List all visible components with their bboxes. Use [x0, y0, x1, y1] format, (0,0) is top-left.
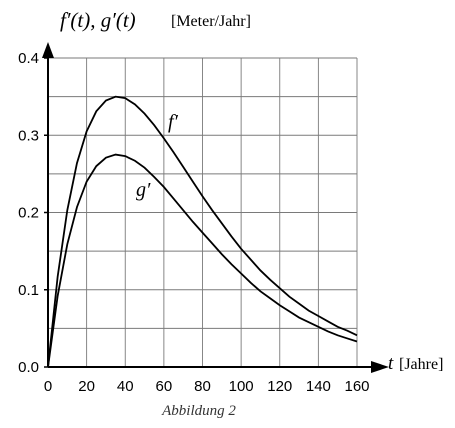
grid [48, 57, 358, 367]
tick-labels: 0 20 40 60 80 100 120 140 160 0.0 0.1 0.2 0.3 0.4 [18, 50, 369, 395]
y-tick-label: 0.2 [18, 205, 39, 222]
x-tick-label: 40 [117, 378, 134, 395]
y-axis-label: f′(t), g′(t) [60, 8, 136, 32]
y-tick-label: 0.3 [18, 127, 39, 144]
axes [42, 42, 389, 373]
series-layer: f′ g′ [47, 95, 358, 368]
x-tick-label: 100 [229, 378, 254, 395]
y-tick-label: 0.0 [18, 359, 39, 376]
series-line-f-prime [47, 95, 358, 368]
x-tick-label: 0 [44, 378, 52, 395]
y-axis-unit: [Meter/Jahr] [171, 13, 251, 30]
series-line-g-prime [47, 153, 358, 368]
x-axis-unit: [Jahre] [399, 356, 443, 373]
x-tick-label: 120 [267, 378, 292, 395]
x-axis-label: t [388, 353, 394, 374]
x-tick-label: 20 [78, 378, 95, 395]
series-label-g-prime: g′ [136, 179, 151, 201]
y-tick-label: 0.4 [18, 50, 39, 67]
figure-caption: Abbildung 2 [161, 403, 236, 419]
series-label-f-prime: f′ [168, 111, 179, 133]
y-axis-arrow [42, 42, 54, 58]
x-tick-label: 140 [306, 378, 331, 395]
x-tick-label: 160 [344, 378, 369, 395]
y-tick-label: 0.1 [18, 282, 39, 299]
x-axis-arrow [371, 361, 389, 373]
x-tick-label: 80 [194, 378, 211, 395]
x-tick-label: 60 [156, 378, 173, 395]
